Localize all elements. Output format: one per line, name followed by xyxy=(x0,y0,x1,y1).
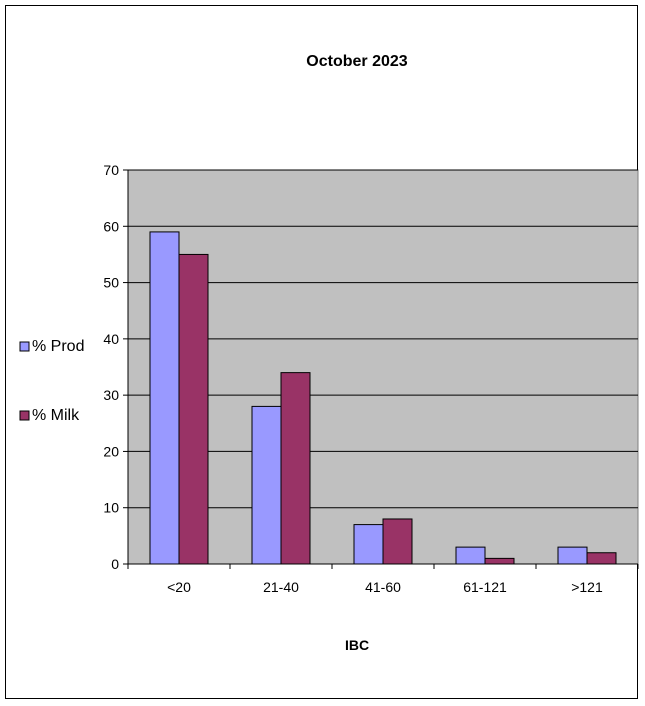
legend-label: % Milk xyxy=(32,407,80,424)
plot-area xyxy=(127,169,639,565)
bar xyxy=(586,552,617,565)
legend-swatch xyxy=(19,341,30,352)
bar xyxy=(149,231,180,565)
y-tick-label: 40 xyxy=(103,331,119,347)
gridlines xyxy=(128,169,638,509)
chart-title: October 2023 xyxy=(306,53,407,70)
y-tick-label: 0 xyxy=(111,556,119,572)
legend: % Prod % Milk xyxy=(19,338,84,424)
bar xyxy=(382,518,413,565)
x-tick-label: 41-60 xyxy=(365,579,401,595)
bar xyxy=(484,557,515,565)
bar xyxy=(353,524,384,565)
x-tick-label: >121 xyxy=(571,579,603,595)
legend-swatch xyxy=(19,410,30,421)
bar xyxy=(557,546,588,565)
bar xyxy=(251,405,282,565)
y-tick-label: 50 xyxy=(103,275,119,291)
bars xyxy=(149,231,617,565)
x-axis-title: IBC xyxy=(345,637,369,653)
x-tick-label: 61-121 xyxy=(463,579,507,595)
bar xyxy=(455,546,486,565)
bar xyxy=(280,372,311,565)
y-tick-label: 70 xyxy=(103,162,119,178)
y-tick-label: 60 xyxy=(103,218,119,234)
y-tick-label: 20 xyxy=(103,443,119,459)
legend-label: % Prod xyxy=(32,338,84,355)
x-tick-label: 21-40 xyxy=(263,579,299,595)
axes: 0 10 20 30 40 50 60 70 <20 21-40 41-60 61-121 >121 xyxy=(103,162,639,595)
y-tick-label: 30 xyxy=(103,387,119,403)
x-tick-label: <20 xyxy=(167,579,191,595)
y-tick-label: 10 xyxy=(103,500,119,516)
bar xyxy=(178,253,209,565)
